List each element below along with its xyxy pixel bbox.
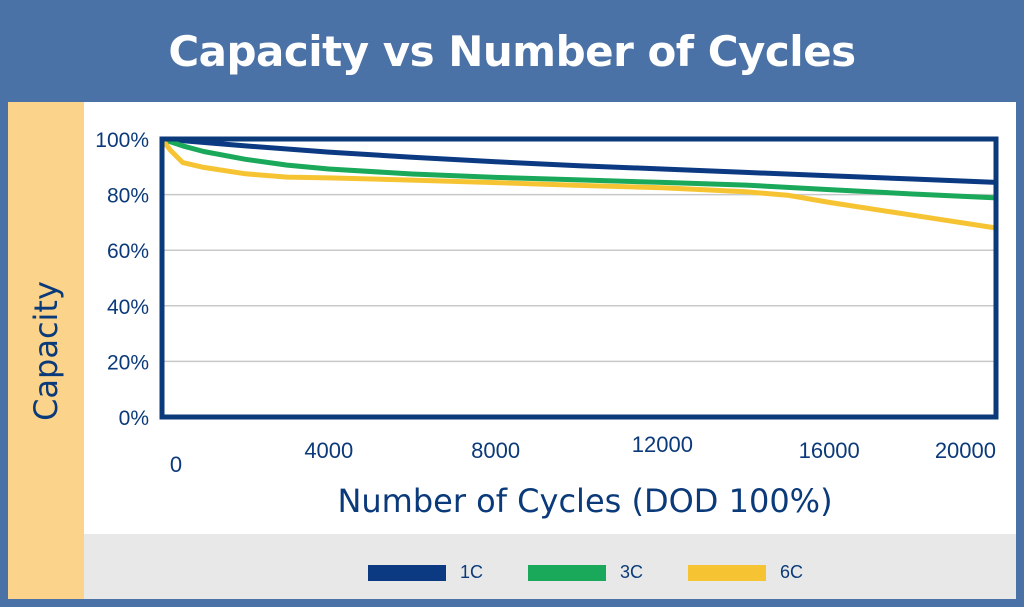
y-tick-label: 80% xyxy=(107,185,149,208)
legend-item-6c: 6C xyxy=(688,562,803,583)
y-tick-label: 20% xyxy=(107,351,149,374)
legend-item-3c: 3C xyxy=(528,562,643,583)
legend-swatch xyxy=(528,564,606,581)
legend-label: 1C xyxy=(460,562,484,582)
x-tick-label: 16000 xyxy=(799,438,860,463)
x-tick-label: 4000 xyxy=(304,438,353,463)
legend-swatch xyxy=(688,564,766,581)
series-line-6c xyxy=(159,136,999,231)
y-tick-label: 100% xyxy=(95,129,149,152)
legend-item-1c: 1C xyxy=(368,562,483,583)
series-line-1c xyxy=(159,136,999,185)
x-tick-label: 12000 xyxy=(632,432,693,457)
title-bar: Capacity vs Number of Cycles xyxy=(0,0,1024,102)
x-tick-label: 0 xyxy=(170,452,182,477)
legend-swatch xyxy=(368,564,446,581)
y-tick-label: 60% xyxy=(107,240,149,263)
legend-label: 3C xyxy=(620,562,644,582)
y-tick-label: 40% xyxy=(107,296,149,319)
chart-title: Capacity vs Number of Cycles xyxy=(168,26,856,76)
x-tick-label: 8000 xyxy=(471,438,520,463)
series-line-3c xyxy=(159,136,999,201)
x-tick-label: 20000 xyxy=(935,438,996,463)
y-axis-label-band xyxy=(8,102,84,599)
legend: 1C 3C 6C xyxy=(84,534,1016,599)
legend-label: 6C xyxy=(780,562,804,582)
y-tick-label: 0% xyxy=(119,407,149,430)
plot-border xyxy=(159,136,999,420)
x-axis-title: Number of Cycles (DOD 100%) xyxy=(337,482,832,520)
